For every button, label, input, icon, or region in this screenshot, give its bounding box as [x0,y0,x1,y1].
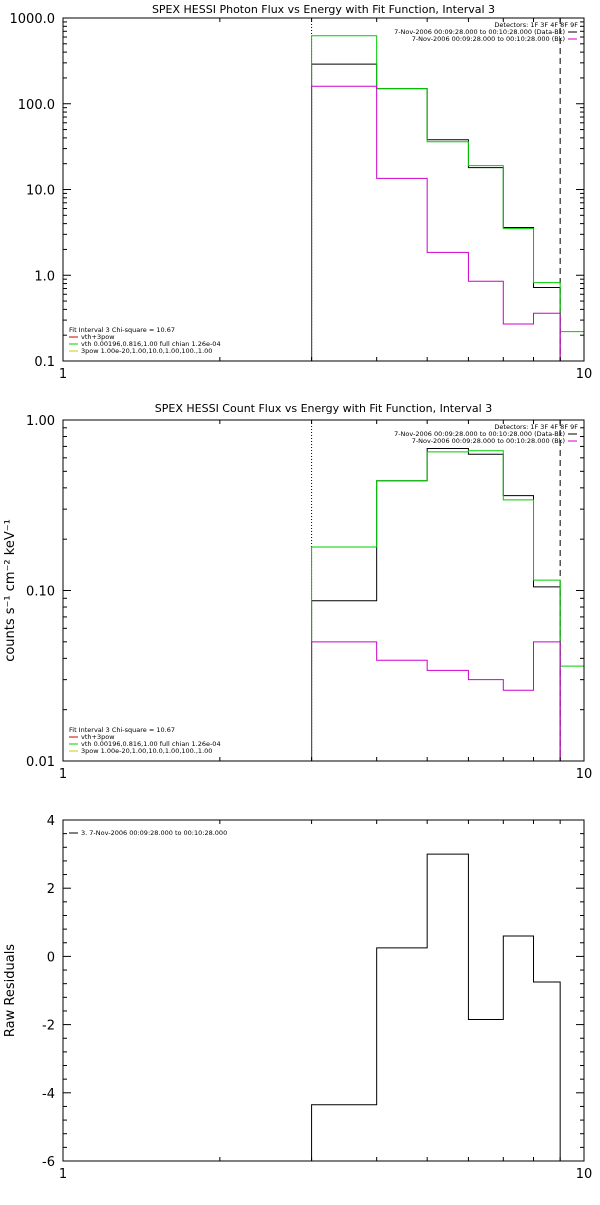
series-line [311,85,561,361]
series-line [311,63,561,361]
series-3 [311,641,561,761]
info-line: 7-Nov-2006 00:09:28.000 to 00:10:28.000 … [394,430,565,438]
series-2 [311,450,585,761]
legend-entry: 3pow 1.00e-20,1.00,10.0,1.00,100.,1.00 [81,747,212,755]
series-line [311,641,561,761]
legend: Fit Interval 3 Chi-square = 10.67vth+3po… [69,726,221,755]
chart-title: SPEX HESSI Photon Flux vs Energy with Fi… [152,3,495,16]
series-line [311,450,585,761]
legend-header: Fit Interval 3 Chi-square = 10.67 [69,726,175,734]
legend: Fit Interval 3 Chi-square = 10.67vth+3po… [69,326,221,355]
x-tick-label: 1 [59,367,67,382]
y-axis: 0.1 1.0 10.0 100.0 1000.0 [10,12,584,370]
y-axis-label: Raw Residuals [3,944,18,1037]
plot-frame [62,819,585,1162]
x-tick-label: 10 [576,367,593,382]
x-tick-label: 10 [576,767,593,782]
x-tick-label: 10 [576,1167,593,1182]
series-line [311,853,561,1161]
x-axis: 1 10 [59,18,592,382]
series-2 [311,35,585,361]
info-block: Detectors: 1F 3F 4F 8F 9F7-Nov-2006 00:0… [394,423,578,445]
y-tick-label: -2 [42,1019,55,1034]
y-tick-label: 0.01 [26,755,55,770]
legend-entry: 3pow 1.00e-20,1.00,10.0,1.00,100.,1.00 [81,347,212,355]
legend-entry: vth+3pow [81,333,115,341]
series-1 [311,448,561,761]
series-line [311,35,585,361]
y-tick-label: 0 [47,950,55,965]
info-line: 7-Nov-2006 00:09:28.000 to 00:10:28.000 … [412,35,565,43]
info-line: 7-Nov-2006 00:09:28.000 to 00:10:28.000 … [412,437,565,445]
legend-header: Fit Interval 3 Chi-square = 10.67 [69,326,175,334]
x-tick-label: 1 [59,767,67,782]
legend-entry: vth+3pow [81,733,115,741]
y-tick-label: 4 [47,814,55,829]
y-tick-label: 100.0 [18,98,55,113]
x-axis: 1 10 [59,820,592,1182]
info-line: 7-Nov-2006 00:09:28.000 to 00:10:28.000 … [394,28,565,36]
chart-panel-3: Raw Residuals 1 10 -6 -4 -2 0 2 4 3. 7-Nov-2006 0… [3,814,592,1182]
legend-entry: vth 0.00196,0.816,1.00 full chian 1.26e-… [81,740,221,748]
legend: 3. 7-Nov-2006 00:09:28.000 to 00:10:28.0… [69,829,227,837]
y-tick-label: 0.10 [26,585,55,600]
y-tick-label: 0.1 [34,355,55,370]
info-line: Detectors: 1F 3F 4F 8F 9F [494,423,578,431]
legend-entry: vth 0.00196,0.816,1.00 full chian 1.26e-… [81,340,221,348]
chart-title: SPEX HESSI Count Flux vs Energy with Fit… [155,402,492,415]
y-axis: -6 -4 -2 0 2 4 [42,814,584,1170]
y-axis-label: counts s⁻¹ cm⁻² keV⁻¹ [3,519,18,662]
plot-frame [62,419,585,762]
plot-frame [62,17,585,362]
series-1 [311,63,561,361]
x-axis: 1 10 [59,420,592,782]
series-3 [311,85,561,361]
y-tick-label: 10.0 [26,184,55,199]
chart-panel-2: SPEX HESSI Count Flux vs Energy with Fit… [3,402,592,782]
y-tick-label: 1.00 [26,414,55,429]
y-tick-label: -4 [42,1087,55,1102]
chart-panel-1: SPEX HESSI Photon Flux vs Energy with Fi… [10,3,593,382]
y-tick-label: 1000.0 [10,12,56,27]
y-axis: 0.01 0.10 1.00 [26,414,584,770]
series-1 [311,853,561,1161]
x-tick-label: 1 [59,1167,67,1182]
y-tick-label: 1.0 [34,269,55,284]
legend-entry: 3. 7-Nov-2006 00:09:28.000 to 00:10:28.0… [81,829,227,837]
info-block: Detectors: 1F 3F 4F 8F 9F7-Nov-2006 00:0… [394,21,578,43]
y-tick-label: -6 [42,1155,55,1170]
info-line: Detectors: 1F 3F 4F 8F 9F [494,21,578,29]
y-tick-label: 2 [47,882,55,897]
